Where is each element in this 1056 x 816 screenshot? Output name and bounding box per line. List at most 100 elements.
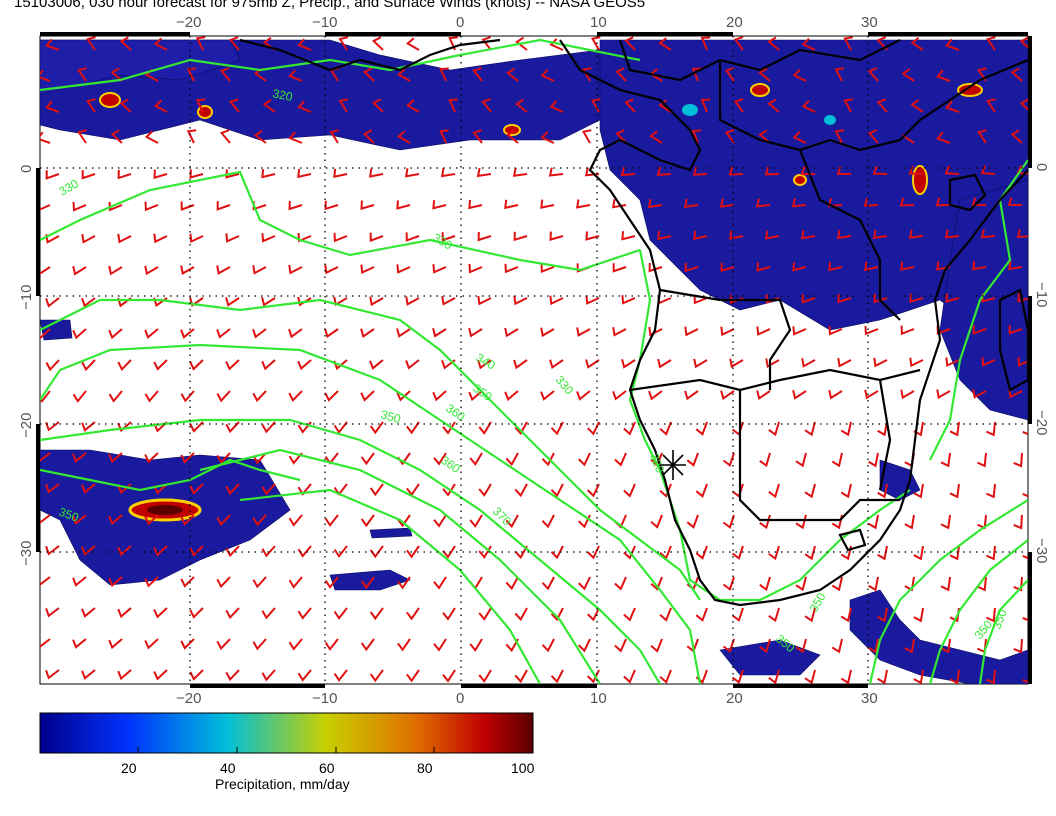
wind-barb [478,483,492,497]
wind-barb [586,483,600,498]
wind-barb [110,129,123,144]
wind-barb [405,99,420,113]
wind-barb [577,452,591,467]
lat-label: 0 [18,165,35,173]
wind-barb [913,545,924,561]
wind-barb [297,607,312,620]
wind-barb [108,638,123,650]
wind-barb [45,421,60,432]
wind-barb [72,390,87,403]
wind-barb [252,390,267,403]
wind-barb [252,576,267,589]
wind-barb [900,325,915,336]
wind-barb [981,357,996,367]
wind-barb [432,200,447,210]
wind-barb [45,38,60,51]
wind-barb [405,359,420,370]
wind-barb [476,167,492,178]
wind-barb [117,669,132,681]
wind-barb [468,327,483,338]
wind-barb [45,170,60,180]
wind-barb [144,514,159,526]
wind-barb [581,67,592,82]
wind-barb [585,359,600,369]
wind-barb [585,231,600,241]
wind-barb [439,129,449,144]
wind-barb [504,327,519,338]
wind-barb [834,129,844,144]
contour-label: 350 [379,407,402,426]
wind-barb [189,359,204,371]
wind-barb [481,98,492,113]
wind-barb [540,263,555,274]
wind-barb [719,198,735,208]
wind-barb [515,98,528,113]
wind-barb [253,129,267,144]
lat-labels-left: 0 −10 −20 −30 [18,165,35,566]
wind-barb [81,669,96,680]
wind-barb [650,576,663,591]
wind-barb [985,545,996,561]
wind-barb [432,328,447,338]
wind-barb [904,576,915,592]
wind-barb [623,545,636,560]
wind-barb [189,607,204,619]
wind-barb [360,264,375,275]
wind-barb [72,638,87,649]
wind-barb [144,390,159,403]
precip-core-3 [503,124,521,136]
wind-barb [40,452,51,462]
wind-barb [40,69,51,82]
colorbar-title: Precipitation, mm/day [215,776,350,792]
wind-barb [586,607,600,622]
wind-barb [108,265,123,276]
wind-barb [837,294,852,304]
border-6 [798,149,901,321]
wind-barb [648,390,663,401]
wind-barb [117,169,132,180]
wind-barb [513,231,528,242]
wind-barb [792,262,807,272]
wind-barb [442,669,456,683]
wind-barb [910,99,924,113]
contour-350-b [199,448,601,684]
wind-barb [659,669,672,684]
wind-barb [686,452,699,467]
wind-barb [901,68,915,82]
wind-barb [45,545,60,556]
wind-barb [45,607,60,618]
wind-barb [828,389,843,400]
wind-barb [477,359,492,370]
wind-barb [908,229,924,239]
madagascar [998,288,1028,392]
wind-barb [550,607,564,622]
wind-barb [831,638,843,654]
wind-barb [324,514,339,527]
wind-barb [405,168,420,178]
wind-barb [659,607,672,622]
wind-barb [612,327,627,337]
wind-barb [216,514,231,527]
wind-barb [77,67,87,82]
wind-barb [724,67,735,82]
wind-barb [144,638,159,650]
precip-core-1 [99,92,121,108]
wind-barb [477,231,492,242]
wind-barb [228,98,240,113]
wind-barb [576,390,591,401]
wind-barb [695,545,708,560]
wind-barb [1022,492,1028,498]
border-1 [659,288,792,390]
wind-barb [45,359,60,372]
wind-barb [442,421,456,435]
wind-barb [575,199,591,209]
wind-barb [768,545,780,561]
border-4 [878,379,892,491]
wind-barb [540,69,555,82]
wind-barb [288,452,303,465]
wind-barb [333,607,348,620]
wind-barb [550,421,564,436]
wind-barb [324,638,339,651]
wind-barb [324,390,339,402]
map-title: 15103006, 030 hour forecast for 975mb Z,… [14,0,646,11]
